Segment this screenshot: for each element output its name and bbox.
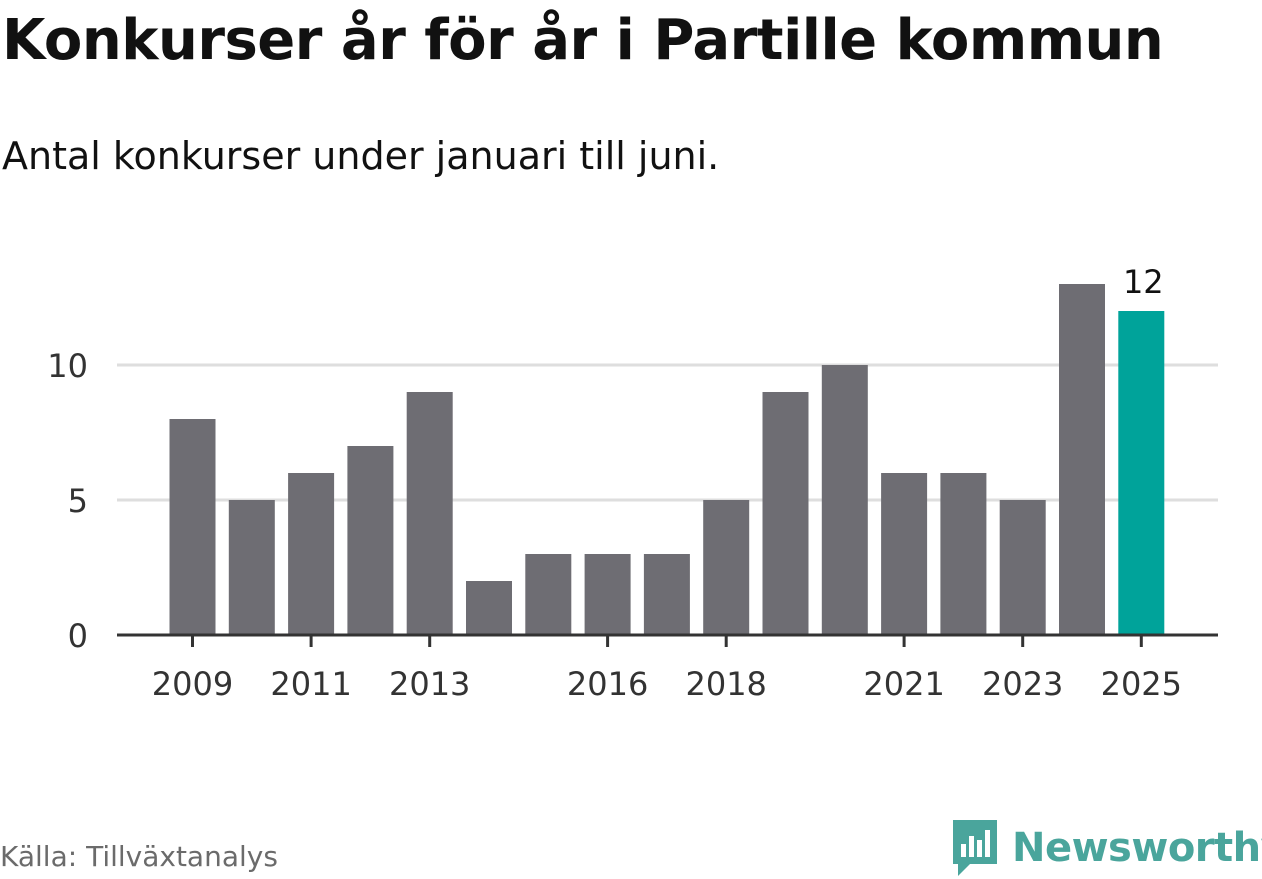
x-tick-label-2021: 2021 <box>863 665 944 703</box>
bar-2011 <box>288 473 335 635</box>
brand-name: Newsworthy <box>1012 825 1262 871</box>
bar-2016 <box>584 554 631 635</box>
bar-2022 <box>940 473 987 635</box>
brand-logo-group: Newsworthy <box>950 818 1262 878</box>
y-tick-label-0: 0 <box>68 617 88 655</box>
bar-2021 <box>881 473 928 635</box>
x-tick-label-2009: 2009 <box>152 665 233 703</box>
x-tick-label-2023: 2023 <box>982 665 1063 703</box>
x-tick-label-2025: 2025 <box>1101 665 1182 703</box>
chart-title: Konkurser år för år i Partille kommun <box>2 8 1164 73</box>
bar-2013 <box>406 392 453 635</box>
tick-labels: 0 5 10 12 2009 2011 2013 2016 2018 2021 2023 2025 <box>47 263 1182 703</box>
bar-2017 <box>643 554 690 635</box>
bar-2010 <box>228 500 275 635</box>
grid-lines <box>117 363 1218 502</box>
x-tick-label-2016: 2016 <box>567 665 648 703</box>
x-tick-label-2013: 2013 <box>389 665 470 703</box>
data-label-2025: 12 <box>1123 263 1164 301</box>
y-tick-label-5: 5 <box>68 482 88 520</box>
x-tick-label-2011: 2011 <box>270 665 351 703</box>
bar-2009 <box>169 419 216 635</box>
bar-2012 <box>347 446 394 635</box>
chart-subtitle: Antal konkurser under januari till juni. <box>2 134 720 178</box>
axes <box>117 633 1218 647</box>
newsworthy-chart-bubble-icon <box>953 820 997 876</box>
bar-chart: 0 5 10 12 2009 2011 2013 2016 2018 2021 2023 2025 <box>47 263 1218 703</box>
bars <box>169 284 1165 635</box>
bar-2014 <box>466 581 512 635</box>
bar-2025 <box>1118 311 1165 635</box>
bar-2015 <box>525 554 572 635</box>
bar-2020 <box>821 365 868 635</box>
bar-2018 <box>703 500 750 635</box>
source-note: Källa: Tillväxtanalys <box>0 840 278 873</box>
x-tick-label-2018: 2018 <box>685 665 766 703</box>
bar-2024 <box>1059 284 1105 635</box>
bar-2019 <box>762 392 809 635</box>
y-tick-label-10: 10 <box>47 347 88 385</box>
bar-2023 <box>999 500 1046 635</box>
